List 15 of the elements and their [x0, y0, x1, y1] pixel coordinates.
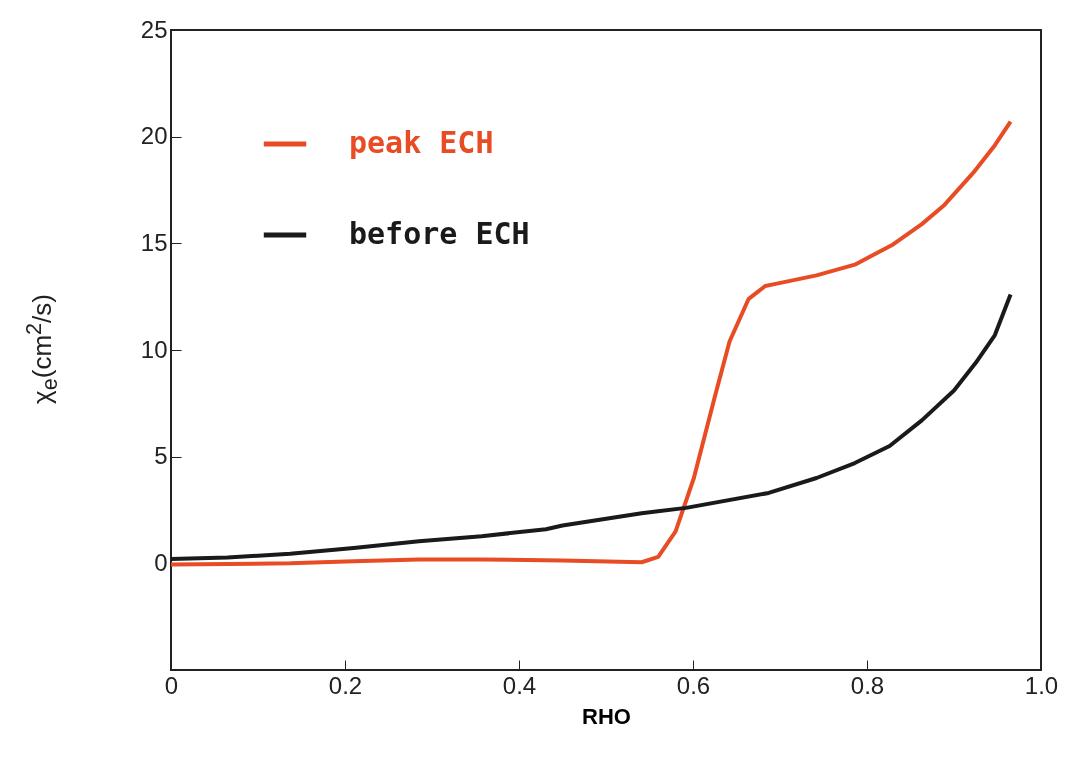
y-tick-label: 15	[140, 228, 168, 256]
x-tick-label: 0.6	[676, 671, 711, 699]
y-tick-label: 25	[140, 15, 168, 43]
y-tick-label: 0	[154, 548, 168, 576]
line-series	[169, 119, 1013, 567]
x-tick-label: 0.8	[850, 671, 885, 699]
legend-label: before ECH	[349, 216, 530, 251]
y-tick-label: 20	[140, 122, 168, 150]
y-tick-label: 10	[140, 335, 168, 363]
x-tick-label: 1.0	[1024, 671, 1059, 699]
y-tick-label: 5	[154, 442, 168, 470]
x-tick-label: 0.4	[502, 671, 537, 699]
legend-label: peak ECH	[349, 125, 494, 160]
x-tick-label: 0.2	[328, 671, 363, 699]
x-axis-title: RHO	[582, 703, 631, 729]
